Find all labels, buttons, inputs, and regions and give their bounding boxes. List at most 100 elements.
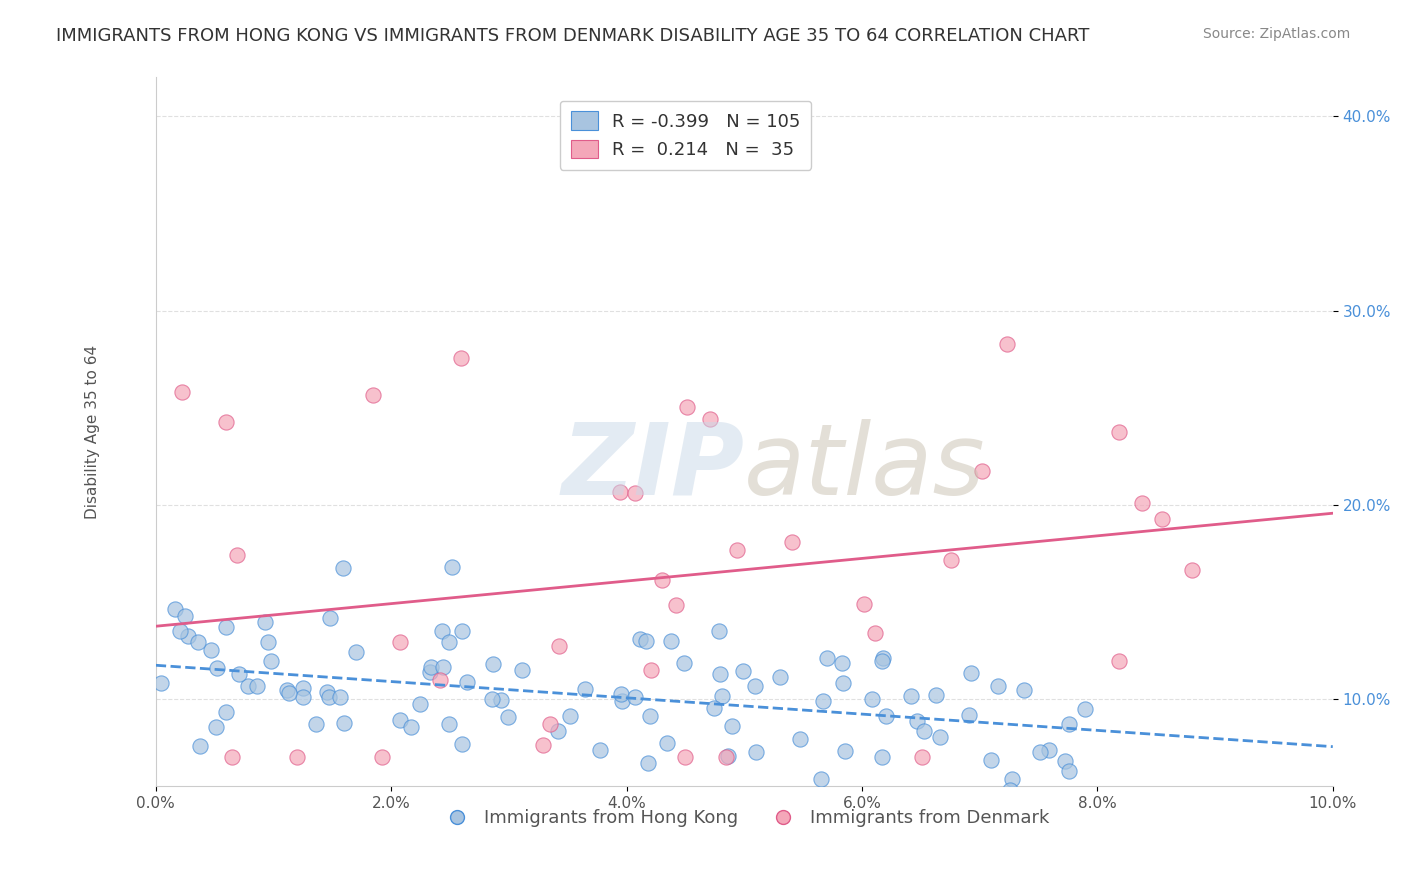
- Point: [291, 690, 314, 705]
- Point: [610, 687, 633, 701]
- Point: [277, 686, 299, 700]
- Point: [439, 717, 461, 731]
- Point: [939, 553, 962, 567]
- Point: [1108, 425, 1130, 440]
- Y-axis label: Disability Age 35 to 64: Disability Age 35 to 64: [86, 345, 100, 519]
- Point: [703, 701, 725, 715]
- Point: [437, 635, 460, 649]
- Point: [634, 633, 657, 648]
- Point: [716, 750, 738, 764]
- Point: [150, 676, 173, 690]
- Legend: Immigrants from Hong Kong, Immigrants from Denmark: Immigrants from Hong Kong, Immigrants fr…: [432, 802, 1057, 834]
- Point: [673, 750, 696, 764]
- Point: [361, 388, 384, 402]
- Point: [560, 709, 582, 723]
- Point: [510, 663, 533, 677]
- Point: [316, 684, 339, 698]
- Point: [980, 753, 1002, 767]
- Point: [489, 692, 512, 706]
- Point: [276, 683, 298, 698]
- Point: [589, 742, 612, 756]
- Point: [260, 654, 283, 668]
- Point: [623, 690, 645, 705]
- Point: [665, 598, 688, 612]
- Point: [1108, 654, 1130, 668]
- Point: [225, 549, 247, 563]
- Point: [419, 665, 441, 679]
- Point: [610, 694, 633, 708]
- Point: [388, 634, 411, 648]
- Point: [960, 666, 983, 681]
- Point: [165, 601, 187, 615]
- Point: [257, 635, 280, 649]
- Point: [204, 720, 226, 734]
- Point: [710, 689, 733, 703]
- Point: [1040, 790, 1063, 805]
- Point: [482, 657, 505, 672]
- Point: [1057, 717, 1080, 731]
- Point: [551, 807, 574, 822]
- Point: [456, 675, 478, 690]
- Point: [205, 661, 228, 675]
- Point: [371, 750, 394, 764]
- Point: [884, 803, 907, 817]
- Point: [780, 534, 803, 549]
- Point: [214, 705, 236, 719]
- Point: [1038, 742, 1060, 756]
- Point: [957, 707, 980, 722]
- Point: [1029, 745, 1052, 759]
- Point: [815, 651, 838, 665]
- Point: [699, 411, 721, 425]
- Point: [548, 640, 571, 654]
- Point: [640, 663, 662, 677]
- Point: [970, 464, 993, 478]
- Point: [905, 714, 928, 728]
- Point: [332, 561, 354, 575]
- Point: [925, 688, 948, 702]
- Point: [609, 485, 631, 500]
- Point: [388, 713, 411, 727]
- Point: [717, 748, 740, 763]
- Point: [1001, 772, 1024, 786]
- Point: [789, 731, 811, 746]
- Point: [769, 670, 792, 684]
- Point: [215, 415, 238, 429]
- Point: [1152, 512, 1174, 526]
- Point: [236, 679, 259, 693]
- Point: [409, 697, 432, 711]
- Point: [401, 720, 423, 734]
- Point: [187, 635, 209, 649]
- Point: [707, 624, 730, 639]
- Point: [911, 750, 934, 764]
- Point: [900, 689, 922, 703]
- Point: [450, 351, 472, 365]
- Text: ZIP: ZIP: [561, 419, 744, 516]
- Point: [628, 632, 651, 647]
- Point: [1181, 563, 1204, 577]
- Point: [810, 772, 832, 786]
- Point: [432, 660, 454, 674]
- Point: [200, 642, 222, 657]
- Point: [872, 651, 894, 665]
- Point: [547, 723, 569, 738]
- Point: [1000, 783, 1022, 797]
- Point: [865, 626, 887, 640]
- Point: [177, 629, 200, 643]
- Point: [432, 624, 454, 639]
- Point: [831, 656, 853, 670]
- Point: [174, 609, 197, 624]
- Point: [1053, 754, 1076, 768]
- Point: [333, 716, 356, 731]
- Point: [538, 717, 561, 731]
- Point: [987, 679, 1010, 693]
- Point: [344, 645, 367, 659]
- Point: [870, 750, 893, 764]
- Point: [995, 336, 1018, 351]
- Point: [673, 656, 696, 670]
- Point: [253, 615, 276, 629]
- Point: [172, 384, 194, 399]
- Point: [1074, 702, 1097, 716]
- Point: [637, 756, 659, 771]
- Point: [429, 673, 451, 687]
- Text: IMMIGRANTS FROM HONG KONG VS IMMIGRANTS FROM DENMARK DISABILITY AGE 35 TO 64 COR: IMMIGRANTS FROM HONG KONG VS IMMIGRANTS …: [56, 27, 1090, 45]
